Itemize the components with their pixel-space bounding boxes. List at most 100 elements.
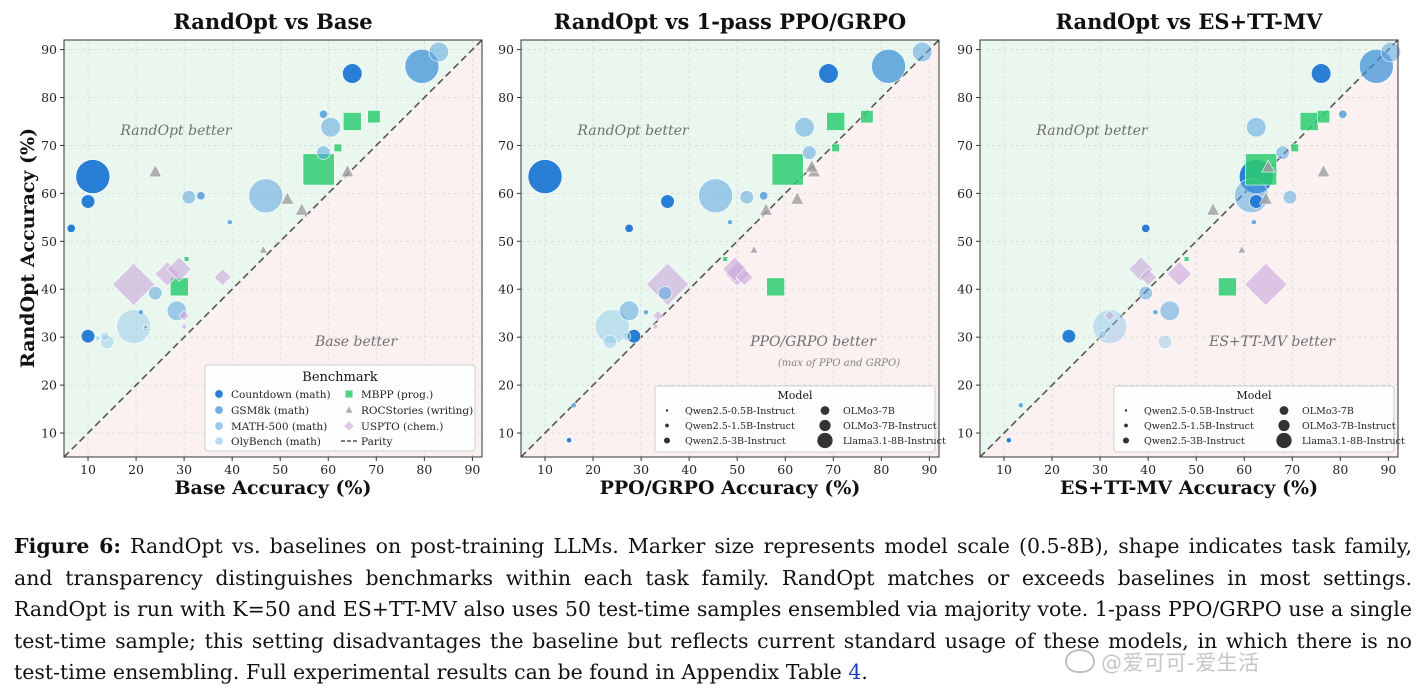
point-roc (804, 159, 819, 173)
legend-size-marker (817, 432, 833, 449)
legend-size-marker (1276, 432, 1292, 449)
y-tick-label: 20 (957, 378, 973, 393)
point-mbpp (183, 256, 190, 262)
y-tick-label: 70 (498, 138, 514, 153)
point-math (698, 178, 733, 214)
x-tick-label: 40 (681, 462, 697, 477)
point-mbpp (766, 277, 785, 297)
y-tick-label: 80 (957, 90, 973, 105)
y-tick-label: 70 (41, 138, 57, 153)
point-uspto (1104, 309, 1116, 322)
legend-box (654, 385, 936, 453)
x-tick-label: 60 (320, 462, 336, 477)
point-countdown (1141, 223, 1151, 233)
y-tick-label: 60 (957, 186, 973, 201)
point-roc (340, 164, 355, 178)
legend-marker-uspto (343, 420, 355, 432)
legend-model-label: Qwen2.5-1.5B-Instruct (1144, 421, 1254, 432)
legend-title: Model (1237, 389, 1272, 402)
y-tick-label: 60 (41, 186, 57, 201)
point-mbpp (1299, 112, 1319, 131)
point-math (248, 178, 284, 214)
legend-model: Model Qwen2.5-0.5B-Instruct Qwen2.5-1.5B-I… (1113, 385, 1405, 453)
point-oly (622, 331, 632, 341)
y-tick-label: 50 (957, 234, 973, 249)
point-uspto (166, 256, 192, 282)
y-tick-label: 10 (41, 426, 57, 441)
point-math (1282, 190, 1297, 205)
point-oly (1098, 330, 1108, 340)
x-tick-label: 20 (1044, 462, 1060, 477)
legend-benchmark: Benchmark Countdown (math) GSM8k (math) MAT… (204, 364, 476, 452)
caption-label: Figure 6: (14, 534, 121, 558)
point-countdown (66, 223, 76, 233)
x-tick-label: 90 (1380, 462, 1396, 477)
point-gsm8k (727, 219, 733, 226)
legend-size-marker (1124, 409, 1128, 412)
point-gsm8k (318, 109, 328, 119)
x-tick-label: 80 (873, 462, 889, 477)
legend-label-mbpp: MBPP (prog.) (361, 389, 433, 401)
x-tick-label: 20 (128, 462, 144, 477)
legend-box (1113, 385, 1395, 453)
point-math (316, 145, 331, 160)
point-roc (1261, 159, 1276, 173)
point-gsm8k (759, 191, 769, 201)
y-tick-label: 90 (41, 42, 57, 57)
point-roc (142, 323, 149, 329)
point-uspto (1166, 261, 1193, 287)
point-math (658, 285, 673, 301)
point-math (1138, 285, 1153, 301)
point-math (1159, 300, 1180, 321)
watermark-text: @爱可可-爱生活 (1101, 651, 1260, 675)
point-mbpp (831, 143, 840, 153)
chart-title: RandOpt vs ES+TT-MV (1056, 9, 1324, 34)
figure-panels: RandOpt Accuracy (%) RandOpt better Base b… (17, 9, 1405, 499)
x-axis-label: ES+TT-MV Accuracy (%) (1060, 477, 1318, 499)
legend-label-oly: OlyBench (math) (231, 436, 321, 448)
legend-size-marker (1278, 419, 1290, 432)
point-countdown (342, 63, 363, 84)
point-countdown (660, 194, 675, 209)
legend-model: Model Qwen2.5-0.5B-Instruct Qwen2.5-1.5B-I… (654, 385, 946, 453)
plot-frame (520, 39, 940, 458)
point-countdown (566, 437, 572, 444)
point-math (794, 117, 815, 138)
point-math (619, 300, 640, 321)
x-axis-label: Base Accuracy (%) (174, 477, 371, 499)
baseline-better-sublabel: (max of PPO and GRPO) (778, 358, 900, 369)
point-countdown (818, 63, 839, 84)
point-mbpp (302, 153, 335, 186)
chart-panel-2: RandOpt better PPO/GRPO better (max of PPO… (498, 9, 946, 499)
point-gsm8k (1152, 309, 1159, 316)
x-tick-label: 50 (1188, 462, 1204, 477)
point-roc (280, 191, 295, 205)
legend-parity-label: Parity (361, 436, 392, 448)
point-math (802, 145, 817, 160)
point-roc (1237, 244, 1247, 254)
baseline-better-label: Base better (314, 334, 398, 350)
caption-table-link[interactable]: 4 (848, 660, 862, 684)
legend-label-roc: ROCStories (writing) (361, 405, 473, 417)
legend-model-label: OLMo3-7B-Instruct (1302, 421, 1396, 432)
y-tick-label: 30 (957, 330, 973, 345)
weibo-icon (1065, 649, 1095, 673)
legend-size-marker (1122, 437, 1130, 444)
x-tick-label: 50 (729, 462, 745, 477)
point-math (181, 190, 197, 205)
point-countdown (1061, 329, 1076, 344)
point-oly (1092, 309, 1128, 344)
point-math (739, 190, 754, 205)
legend-title: Model (778, 389, 813, 402)
chart-title: RandOpt vs 1-pass PPO/GRPO (554, 9, 906, 34)
x-tick-label: 10 (80, 462, 96, 477)
randopt-better-label: RandOpt better (576, 123, 689, 139)
x-tick-label: 70 (1284, 462, 1300, 477)
x-tick-label: 80 (416, 462, 432, 477)
point-uspto (1139, 268, 1158, 287)
legend-marker-gsm8k (214, 405, 224, 415)
point-gsm8k (137, 309, 144, 316)
watermark: @爱可可-爱生活 (1065, 647, 1260, 677)
point-math (912, 41, 933, 63)
caption-end: . (861, 660, 868, 684)
